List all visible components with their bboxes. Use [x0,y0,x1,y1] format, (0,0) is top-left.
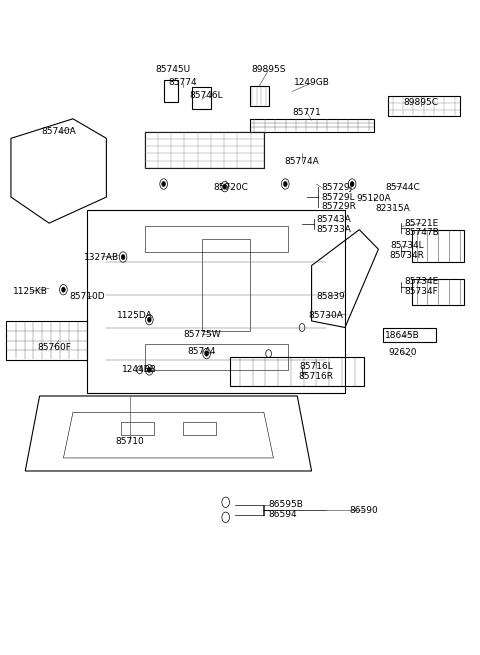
Text: 85730A: 85730A [309,311,343,320]
Text: 85729R: 85729R [321,202,356,212]
Text: 85716L: 85716L [300,362,333,371]
Text: 85710: 85710 [116,437,144,446]
Text: 86594: 86594 [269,510,297,519]
Text: 89895S: 89895S [252,66,286,75]
Text: 85734R: 85734R [390,252,424,260]
Text: 85744C: 85744C [385,183,420,192]
Text: 85747B: 85747B [404,229,439,237]
Text: 85729J: 85729J [321,183,352,192]
Text: 85734E: 85734E [404,277,438,286]
Text: 85775W: 85775W [183,329,221,339]
Text: 86595B: 86595B [269,500,303,510]
Text: 85721E: 85721E [404,219,438,228]
Circle shape [121,254,125,259]
Circle shape [61,287,65,292]
Circle shape [283,181,287,187]
Text: 1327AB: 1327AB [84,253,119,261]
Text: 1244BB: 1244BB [122,365,157,375]
Circle shape [350,181,354,187]
Text: 18645B: 18645B [385,331,420,341]
Text: 85839: 85839 [316,291,345,301]
Text: 85720C: 85720C [213,183,248,192]
Text: 1125DA: 1125DA [117,311,153,320]
Text: 85733A: 85733A [316,225,351,234]
Text: 85774: 85774 [168,79,197,87]
Text: 85743A: 85743A [316,215,351,224]
Text: 85760F: 85760F [37,343,71,352]
Text: 85734F: 85734F [405,287,438,296]
Text: 86590: 86590 [350,506,378,515]
Text: 85740A: 85740A [41,127,76,136]
Text: 89895C: 89895C [404,98,439,107]
Text: 1125KB: 1125KB [12,287,48,296]
Text: 85734L: 85734L [390,242,424,250]
Circle shape [223,184,227,189]
Text: 85771: 85771 [292,108,321,117]
Text: 85710D: 85710D [70,291,105,301]
Circle shape [147,367,151,373]
Text: 85744: 85744 [188,347,216,356]
Text: 85716R: 85716R [299,372,334,381]
Text: 95120A: 95120A [356,194,391,203]
Text: 82315A: 82315A [375,204,410,213]
Circle shape [204,351,208,356]
Circle shape [147,317,151,322]
Circle shape [162,181,166,187]
Text: 85729L: 85729L [321,193,355,202]
Text: 85774A: 85774A [285,157,319,166]
Text: 92620: 92620 [388,348,417,357]
Text: 85746L: 85746L [190,92,223,100]
Text: 85745U: 85745U [156,66,191,75]
Text: 1249GB: 1249GB [294,79,330,87]
